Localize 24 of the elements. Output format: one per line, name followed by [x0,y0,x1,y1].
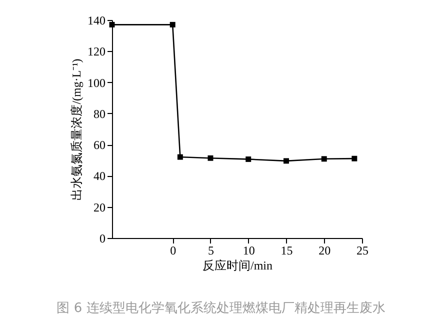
point [321,156,327,162]
y-tick-label: 60 [94,138,106,152]
x-tick-label: 5 [208,244,214,258]
y-tick-label: 80 [94,106,106,121]
y-tick-label: 140 [88,14,106,28]
x-axis-title: 反应时间/min [202,258,273,272]
point [284,158,289,164]
caption: 图 6 连续型电化学氧化系统处理燃煤电厂精处理再生废水 [56,300,386,317]
x-tick-label: 25 [356,244,368,258]
y-tick-label: 100 [88,76,106,90]
y-tick-label: 120 [88,44,106,59]
x-tick-label: 0 [170,244,176,258]
point [208,155,214,161]
point [170,22,176,28]
point [177,154,183,160]
y-tick-label: 40 [94,169,106,184]
y-axis-title: 出水氨氮质量浓度/(mg·L⁻¹) [70,58,84,200]
x-tick-label: 20 [318,244,331,258]
y-tick-label: 20 [94,200,106,214]
point [352,156,358,162]
y-tick-label: 0 [100,232,106,246]
x-tick-label: 10 [242,244,255,258]
point [246,156,252,162]
x-tick-label: 15 [280,244,293,258]
